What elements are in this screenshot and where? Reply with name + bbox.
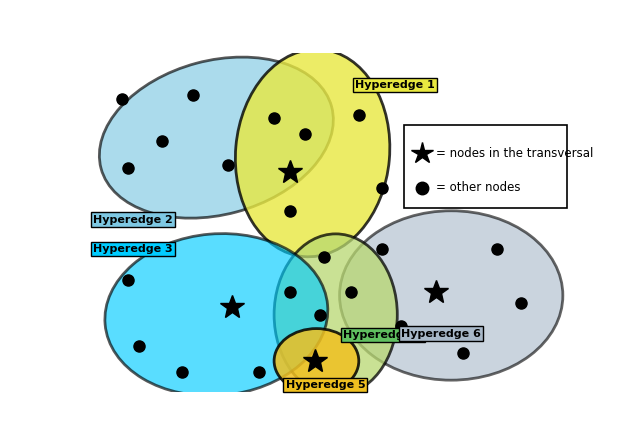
Ellipse shape <box>274 329 359 393</box>
Ellipse shape <box>274 234 397 396</box>
Ellipse shape <box>105 234 328 396</box>
Text: Hyperedge 5: Hyperedge 5 <box>285 380 365 390</box>
Text: Hyperedge 3: Hyperedge 3 <box>93 244 173 254</box>
Text: = other nodes: = other nodes <box>436 181 520 194</box>
Ellipse shape <box>99 57 333 218</box>
Text: Hyperedge 6: Hyperedge 6 <box>401 329 481 339</box>
Text: Hyperedge 1: Hyperedge 1 <box>355 80 435 90</box>
Text: = nodes in the transversal: = nodes in the transversal <box>436 146 593 160</box>
Text: Hyperedge 2: Hyperedge 2 <box>93 215 173 224</box>
Ellipse shape <box>236 49 390 257</box>
Text: Hyperedge 4: Hyperedge 4 <box>344 330 423 340</box>
FancyBboxPatch shape <box>404 125 568 208</box>
Ellipse shape <box>340 211 563 380</box>
